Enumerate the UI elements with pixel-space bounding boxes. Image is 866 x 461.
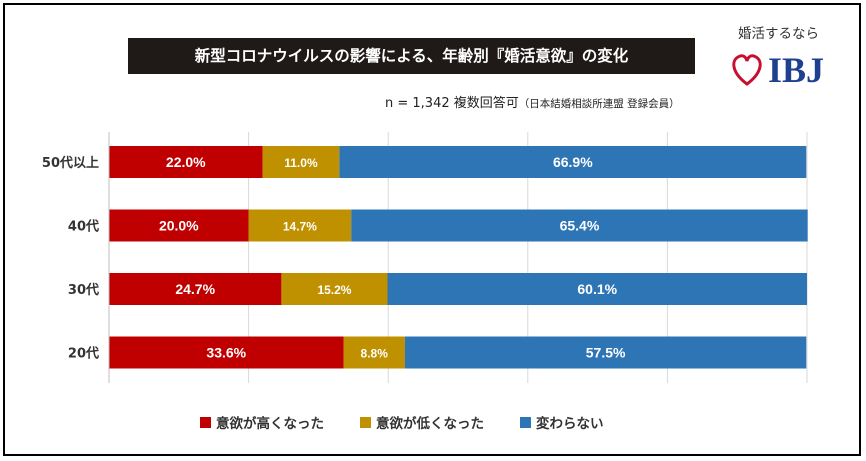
- bar-segment-unchanged: [351, 209, 808, 242]
- legend-label-unchanged: 変わらない: [536, 416, 604, 432]
- legend-label-increased: 意欲が高くなった: [216, 416, 324, 432]
- logo-caption: 婚活するなら: [738, 26, 819, 42]
- bar-segment-unchanged: [404, 336, 807, 369]
- category-label: 40代: [68, 219, 99, 235]
- bar-segment-decreased: [281, 273, 388, 305]
- legend-swatch-unchanged: [520, 416, 531, 428]
- legend-swatch-decreased: [360, 416, 371, 428]
- data-label-decreased: 8.8%: [361, 347, 389, 361]
- data-label-increased: 20.0%: [159, 218, 199, 234]
- data-label-decreased: 14.7%: [283, 220, 317, 234]
- bar-segment-unchanged: [387, 273, 807, 305]
- legend: 意欲が高くなった 意欲が低くなった 変わらない: [200, 412, 640, 432]
- data-label-unchanged: 65.4%: [560, 218, 600, 234]
- bar-segment-decreased: [248, 209, 352, 242]
- bar-segment-increased: [109, 336, 344, 369]
- legend-label-decreased: 意欲が低くなった: [376, 416, 484, 432]
- data-label-increased: 33.6%: [206, 345, 246, 361]
- category-label: 50代以上: [42, 155, 99, 171]
- data-label-decreased: 15.2%: [317, 283, 351, 297]
- data-label-increased: 24.7%: [175, 281, 215, 297]
- bar-segment-unchanged: [339, 146, 807, 178]
- data-label-unchanged: 57.5%: [586, 345, 626, 361]
- bar-segment-decreased: [343, 336, 405, 369]
- legend-swatch-increased: [200, 416, 211, 428]
- logo-mark-text: IBJ: [768, 50, 824, 90]
- category-label: 20代: [68, 346, 99, 362]
- data-label-unchanged: 66.9%: [553, 154, 593, 170]
- bar-segment-increased: [109, 273, 282, 305]
- bar-segment-decreased: [262, 146, 340, 178]
- sample-note-main: n = 1,342 複数回答可: [385, 96, 519, 111]
- ibj-logo: IBJ: [732, 50, 824, 90]
- sample-note: n = 1,342 複数回答可（日本結婚相談所連盟 登録会員）: [385, 92, 680, 111]
- category-label: 30代: [68, 282, 99, 298]
- legend-item-decreased: 意欲が低くなった: [360, 412, 484, 432]
- legend-item-increased: 意欲が高くなった: [200, 412, 324, 432]
- data-label-decreased: 11.0%: [284, 156, 318, 170]
- heart-icon: [732, 54, 762, 86]
- data-label-unchanged: 60.1%: [577, 281, 617, 297]
- data-label-increased: 22.0%: [166, 154, 206, 170]
- legend-item-unchanged: 変わらない: [520, 412, 604, 432]
- bar-segment-increased: [109, 209, 249, 242]
- bar-segment-increased: [109, 146, 263, 178]
- chart-frame: [3, 3, 861, 456]
- chart-title: 新型コロナウイルスの影響による、年齢別『婚活意欲』の変化: [128, 38, 695, 74]
- sample-note-source: （日本結婚相談所連盟 登録会員）: [518, 98, 680, 110]
